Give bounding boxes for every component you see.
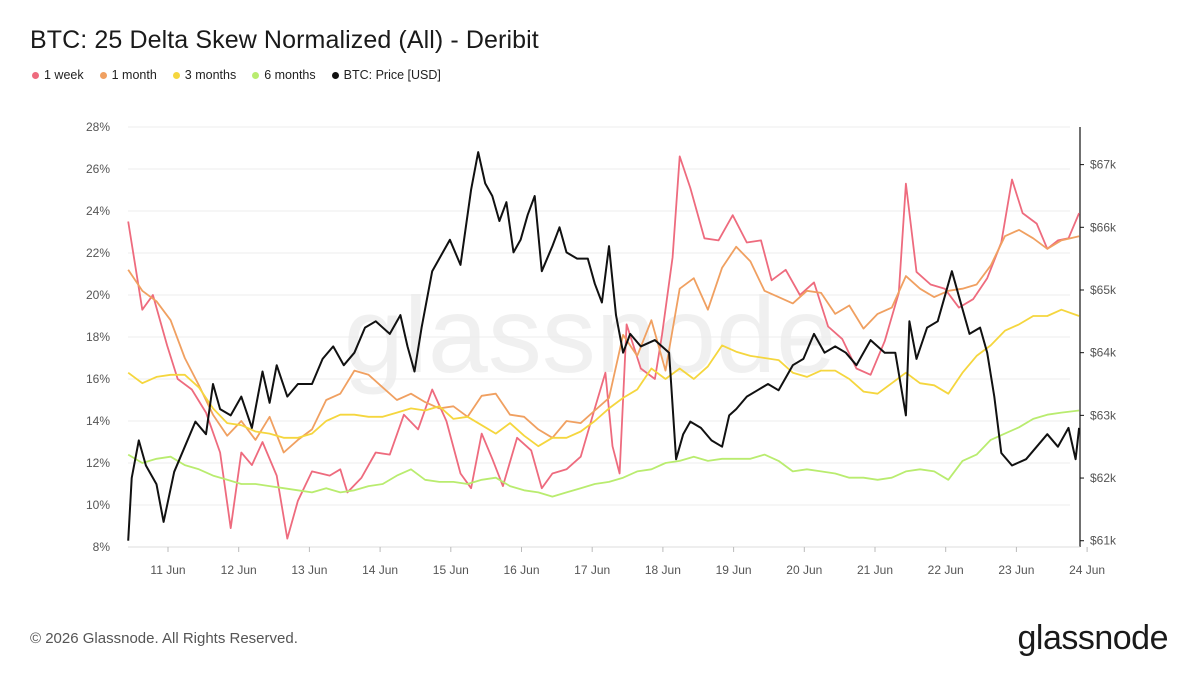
- series-line-2: [127, 308, 1080, 448]
- y-left-tick-label: 26%: [86, 162, 110, 176]
- legend-dot-icon: [172, 71, 180, 79]
- y-left-tick-label: 28%: [86, 120, 110, 134]
- x-tick-label: 24 Jun: [1069, 563, 1105, 577]
- y-left-tick-label: 14%: [86, 414, 110, 428]
- y-left-tick-label: 16%: [86, 372, 110, 386]
- series-lines: [127, 151, 1081, 541]
- brand-logo[interactable]: glassnode: [1017, 619, 1168, 657]
- x-tick-label: 21 Jun: [857, 563, 893, 577]
- x-tick-label: 17 Jun: [574, 563, 610, 577]
- y-right-tick-label: $61k: [1090, 534, 1117, 548]
- chart-legend: 1 week 1 month 3 months 6 months BTC: Price …: [32, 68, 441, 82]
- y-right-tick-label: $64k: [1090, 346, 1117, 360]
- x-tick-label: 11 Jun: [150, 563, 185, 577]
- series-line-3: [127, 409, 1080, 498]
- x-tick-label: 16 Jun: [503, 563, 539, 577]
- watermark: glassnode: [344, 274, 836, 395]
- y-left-tick-label: 10%: [86, 498, 110, 512]
- x-tick-label: 23 Jun: [998, 563, 1034, 577]
- series-line-4: [127, 151, 1081, 541]
- y-left-tick-label: 18%: [86, 330, 110, 344]
- legend-dot-icon: [331, 71, 339, 79]
- y-right-tick-label: $66k: [1090, 220, 1117, 234]
- x-tick-label: 20 Jun: [786, 563, 822, 577]
- x-tick-label: 19 Jun: [716, 563, 752, 577]
- y-right-tick-label: $63k: [1090, 408, 1117, 422]
- legend-label: BTC: Price [USD]: [343, 68, 441, 82]
- legend-label: 1 month: [111, 68, 157, 82]
- y-left-tick-label: 24%: [86, 204, 110, 218]
- x-tick-label: 22 Jun: [928, 563, 964, 577]
- x-tick-label: 18 Jun: [645, 563, 681, 577]
- x-tick-label: 12 Jun: [221, 563, 257, 577]
- legend-dot-icon: [32, 71, 39, 79]
- x-tick-label: 13 Jun: [291, 563, 327, 577]
- chart-title: BTC: 25 Delta Skew Normalized (All) - De…: [30, 26, 539, 54]
- legend-label: 3 months: [184, 68, 237, 82]
- copyright-text: © 2026 Glassnode. All Rights Reserved.: [30, 630, 298, 647]
- legend-item-3[interactable]: 6 months: [252, 68, 316, 82]
- x-tick-label: 15 Jun: [433, 563, 469, 577]
- legend-dot-icon: [99, 71, 107, 79]
- y-left-tick-label: 8%: [93, 540, 111, 554]
- y-right-tick-label: $65k: [1090, 283, 1117, 297]
- y-left-tick-label: 12%: [86, 456, 110, 470]
- y-left-tick-label: 20%: [86, 288, 110, 302]
- series-line-1: [127, 229, 1080, 454]
- legend-item-0[interactable]: 1 week: [32, 68, 84, 82]
- legend-item-4[interactable]: BTC: Price [USD]: [331, 68, 441, 82]
- legend-item-1[interactable]: 1 month: [99, 68, 157, 82]
- y-right-tick-label: $67k: [1090, 158, 1117, 172]
- legend-label: 6 months: [264, 68, 316, 82]
- legend-item-2[interactable]: 3 months: [172, 68, 237, 82]
- watermark-text: glassnode: [344, 274, 836, 395]
- x-tick-label: 14 Jun: [362, 563, 398, 577]
- axes: 8% 10% 12% 14% 16% 18% 20% 22% 24% 26% 28% $61k $62k…: [86, 120, 1117, 577]
- legend-label: 1 week: [44, 68, 84, 82]
- y-left-tick-label: 22%: [86, 246, 110, 260]
- legend-dot-icon: [252, 71, 260, 79]
- y-right-tick-label: $62k: [1090, 471, 1117, 485]
